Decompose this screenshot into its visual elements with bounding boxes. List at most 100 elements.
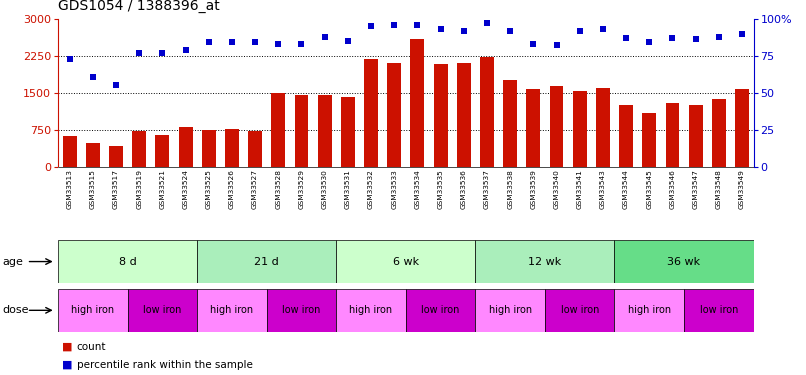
Text: low iron: low iron [422,305,459,315]
Text: GSM33535: GSM33535 [438,169,443,209]
Point [643,39,656,45]
Point [202,39,215,45]
Bar [666,103,679,167]
Text: low iron: low iron [560,305,599,315]
Bar [341,97,355,167]
Bar [410,39,425,167]
Point [434,26,447,32]
Text: GSM33513: GSM33513 [67,169,73,209]
Text: GSM33536: GSM33536 [461,169,467,209]
Text: GSM33529: GSM33529 [298,169,305,209]
Bar [197,289,267,332]
Point [133,50,146,56]
Bar [86,143,100,167]
Bar [405,289,476,332]
Text: GSM33539: GSM33539 [530,169,536,209]
Bar [434,64,447,167]
Text: high iron: high iron [628,305,671,315]
Text: GSM33546: GSM33546 [670,169,675,209]
Bar [132,131,146,167]
Bar [156,135,169,167]
Text: GSM33517: GSM33517 [113,169,119,209]
Text: GSM33543: GSM33543 [600,169,606,209]
Text: high iron: high iron [350,305,393,315]
Point [388,22,401,28]
Point [318,33,331,39]
Point [411,22,424,28]
Bar [550,86,563,167]
Point [620,35,633,41]
Text: GSM33524: GSM33524 [182,169,189,209]
Bar [387,63,401,167]
Text: percentile rank within the sample: percentile rank within the sample [77,360,252,369]
Bar [573,91,587,167]
Bar [336,289,405,332]
Text: GSM33538: GSM33538 [507,169,513,209]
Bar [614,240,754,283]
Bar [109,146,123,167]
Point [457,28,470,34]
Text: GSM33533: GSM33533 [391,169,397,209]
Text: 12 wk: 12 wk [528,256,562,267]
Bar [619,105,633,167]
Text: GSM33547: GSM33547 [692,169,699,209]
Text: GSM33531: GSM33531 [345,169,351,209]
Point [596,26,609,32]
Point [63,56,76,62]
Bar [179,128,193,167]
Text: GSM33537: GSM33537 [484,169,490,209]
Point [226,39,239,45]
Bar [457,63,471,167]
Text: high iron: high iron [71,305,114,315]
Bar [364,59,378,167]
Text: GSM33530: GSM33530 [322,169,328,209]
Text: ■: ■ [62,342,73,352]
Point [295,41,308,47]
Bar [684,289,754,332]
Bar [614,289,684,332]
Bar [248,131,262,167]
Point [504,28,517,34]
Text: 21 d: 21 d [255,256,279,267]
Point [364,23,377,29]
Text: GSM33545: GSM33545 [646,169,652,209]
Point [86,74,99,80]
Bar [735,89,749,167]
Text: GSM33549: GSM33549 [739,169,745,209]
Text: GSM33525: GSM33525 [206,169,212,209]
Bar [642,113,656,167]
Text: GDS1054 / 1388396_at: GDS1054 / 1388396_at [58,0,220,13]
Text: dose: dose [2,305,29,315]
Text: 8 d: 8 d [118,256,136,267]
Text: GSM33534: GSM33534 [414,169,421,209]
Text: GSM33540: GSM33540 [554,169,559,209]
Bar [127,289,197,332]
Point [480,20,493,26]
Bar [476,240,614,283]
Text: count: count [77,342,106,352]
Text: 36 wk: 36 wk [667,256,700,267]
Point [713,33,725,39]
Bar [272,93,285,167]
Bar [596,88,610,167]
Point [550,42,563,48]
Bar [225,129,239,167]
Text: GSM33548: GSM33548 [716,169,722,209]
Point [689,36,702,42]
Point [156,50,168,56]
Bar [480,57,494,167]
Bar [58,289,127,332]
Text: low iron: low iron [700,305,738,315]
Bar [503,81,517,167]
Text: low iron: low iron [282,305,321,315]
Text: high iron: high iron [210,305,254,315]
Point [272,41,285,47]
Text: GSM33532: GSM33532 [368,169,374,209]
Point [249,39,262,45]
Text: GSM33519: GSM33519 [136,169,142,209]
Bar [476,289,545,332]
Text: GSM33526: GSM33526 [229,169,235,209]
Text: low iron: low iron [143,305,181,315]
Bar [197,240,336,283]
Bar [688,105,703,167]
